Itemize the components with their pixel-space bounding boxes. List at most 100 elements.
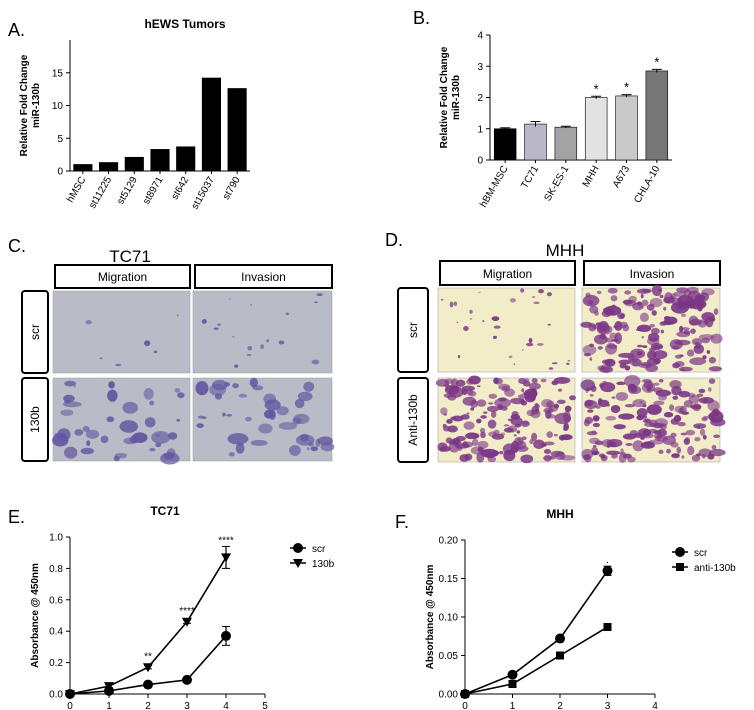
bar [584, 97, 608, 161]
panel-label: A. [8, 20, 25, 40]
stain [445, 437, 453, 444]
stain [217, 323, 221, 326]
stain [709, 448, 726, 457]
stain [690, 328, 696, 334]
stain [311, 359, 320, 365]
micrograph-title: TC71 [109, 247, 151, 266]
chart-title: TC71 [150, 504, 180, 518]
marker [182, 674, 192, 685]
stain [708, 356, 717, 364]
stain [642, 429, 652, 436]
stain [604, 337, 614, 343]
stain [278, 421, 298, 430]
y-tick-label: 2 [477, 93, 483, 104]
stain [557, 388, 562, 392]
stain [82, 426, 90, 432]
series-line [69, 556, 227, 695]
stain [543, 407, 554, 414]
stain [463, 325, 469, 331]
stain [520, 400, 528, 406]
stain [611, 453, 618, 459]
stain [636, 407, 648, 418]
stain [129, 435, 140, 444]
chart-title: hEWS Tumors [144, 17, 225, 31]
stain [278, 340, 285, 345]
x-tick-label: 1 [106, 701, 112, 710]
stain [594, 334, 608, 345]
y-tick-label: 0 [57, 167, 63, 178]
stain [479, 427, 486, 434]
stain [582, 454, 590, 461]
stain [666, 448, 672, 454]
stain [503, 424, 510, 427]
stain [681, 455, 685, 459]
stain [707, 387, 712, 392]
stain [263, 409, 275, 419]
legend-label: scr [312, 544, 326, 555]
stain [442, 423, 447, 428]
x-tick-label: st5129 [115, 175, 140, 207]
stain [609, 332, 617, 339]
stain [569, 395, 577, 401]
bar [645, 70, 669, 161]
stain [624, 290, 632, 295]
stain [86, 440, 91, 446]
marker [603, 623, 612, 632]
x-tick-label: st642 [170, 175, 192, 202]
x-tick-label: MHH [581, 164, 602, 189]
stain [155, 442, 162, 448]
stain [694, 437, 701, 442]
stain [546, 431, 553, 439]
stain [73, 385, 77, 388]
stain [614, 321, 623, 331]
stain [664, 292, 673, 304]
stain [266, 339, 270, 343]
micrograph [580, 374, 726, 464]
stain [639, 312, 649, 322]
micrograph [52, 290, 191, 374]
bar [150, 149, 170, 172]
stain [470, 407, 475, 411]
y-tick-label: 1.0 [49, 533, 63, 544]
stain [477, 385, 481, 388]
stain [596, 290, 602, 295]
stain [144, 417, 156, 428]
stain [177, 392, 185, 399]
micrograph [52, 377, 191, 465]
stain [107, 389, 118, 402]
stain [201, 416, 207, 419]
marker [104, 682, 114, 692]
y-tick-label: 0.0 [49, 690, 63, 701]
stain [234, 364, 239, 368]
stain [646, 404, 662, 415]
stain [638, 363, 653, 369]
x-tick-label: 3 [184, 701, 190, 710]
y-axis-label-line: Absorbance @ 450nm [425, 565, 436, 670]
y-tick-label: 0.8 [49, 564, 63, 575]
y-axis-label: Absorbance @ 450nm [30, 563, 41, 668]
stain [650, 343, 664, 351]
stain [566, 362, 570, 365]
stain [543, 448, 552, 454]
stain [580, 379, 596, 391]
stain [507, 418, 513, 422]
stain [613, 338, 619, 343]
stain [622, 433, 637, 440]
column-header-box [54, 264, 191, 289]
stain [478, 291, 481, 293]
stain [176, 418, 181, 422]
stain [492, 335, 497, 339]
stain [524, 388, 538, 399]
x-tick-label: TC71 [519, 164, 541, 191]
stain [713, 308, 719, 315]
stain [683, 438, 690, 445]
stain [487, 405, 499, 413]
stain [176, 314, 179, 317]
stain [688, 315, 699, 326]
stain [468, 390, 477, 397]
x-tick-label: 2 [557, 701, 563, 710]
stain [618, 352, 635, 358]
stain [482, 319, 485, 323]
y-tick-label: 10 [52, 101, 64, 112]
stain [449, 301, 454, 308]
